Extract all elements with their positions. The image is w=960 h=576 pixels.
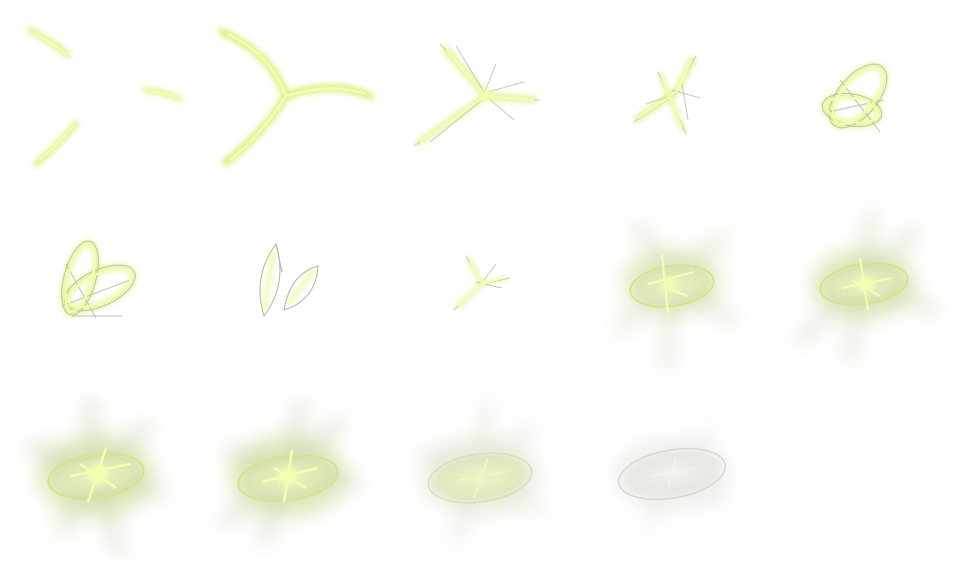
frame-04: [576, 0, 768, 192]
frame-14: [576, 384, 768, 576]
frame-11: [0, 384, 192, 576]
frame-03: [384, 0, 576, 192]
frame-07: [192, 192, 384, 384]
frame-12: [192, 384, 384, 576]
frame-02: [192, 0, 384, 192]
frame-15-empty: [768, 384, 960, 576]
frame-05: [768, 0, 960, 192]
frame-09: [576, 192, 768, 384]
frame-10: [768, 192, 960, 384]
frame-01: [0, 0, 192, 192]
frame-13: [384, 384, 576, 576]
frame-06: [0, 192, 192, 384]
frame-08: [384, 192, 576, 384]
